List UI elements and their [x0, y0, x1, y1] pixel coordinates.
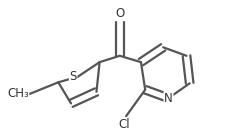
Text: O: O [115, 7, 124, 20]
Text: Cl: Cl [118, 118, 130, 131]
Text: CH₃: CH₃ [7, 87, 29, 100]
Text: S: S [69, 70, 77, 83]
Text: N: N [164, 92, 173, 105]
